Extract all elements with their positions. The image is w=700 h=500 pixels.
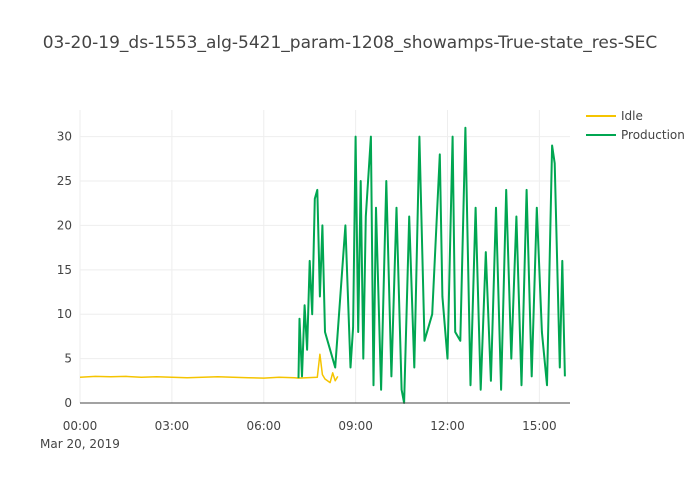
chart-title: 03-20-19_ds-1553_alg-5421_param-1208_sho… xyxy=(42,33,658,53)
x-tick-label: 00:00 xyxy=(63,419,98,433)
x-tick-label: 15:00 xyxy=(522,419,557,433)
y-tick-label: 10 xyxy=(57,307,72,321)
legend-item-idle[interactable]: Idle xyxy=(586,106,685,125)
series-line-idle xyxy=(79,353,339,384)
series-lines xyxy=(79,126,566,404)
x-tick-label: 09:00 xyxy=(338,419,373,433)
series-line-production xyxy=(297,126,566,404)
axes: 0 5 10 15 20 25 30 00:00 03:00 06:00 09:00 12:00 15:… xyxy=(40,130,570,451)
x-tick-label: 12:00 xyxy=(430,419,465,433)
legend-label-production: Production xyxy=(621,127,685,142)
x-tick-label: 03:00 xyxy=(155,419,190,433)
y-tick-label: 25 xyxy=(57,174,72,188)
y-tick-label: 30 xyxy=(57,130,72,144)
y-tick-label: 5 xyxy=(64,352,72,366)
legend-label-idle: Idle xyxy=(621,108,643,123)
x-date-label: Mar 20, 2019 xyxy=(40,437,120,451)
legend-swatch-production xyxy=(586,133,616,136)
legend-swatch-idle xyxy=(586,114,616,117)
legend-item-production[interactable]: Production xyxy=(586,125,685,144)
y-tick-label: 0 xyxy=(64,396,72,410)
y-tick-label: 15 xyxy=(57,263,72,277)
y-tick-label: 20 xyxy=(57,218,72,232)
legend[interactable]: Idle Production xyxy=(586,106,685,144)
x-tick-label: 06:00 xyxy=(246,419,281,433)
